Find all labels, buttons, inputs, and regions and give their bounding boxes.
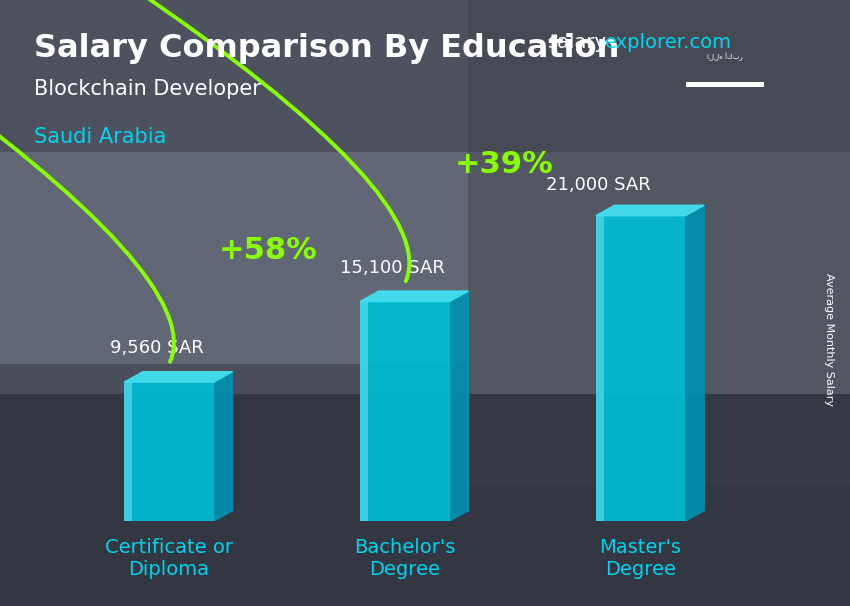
Polygon shape [213,371,233,521]
Bar [685,82,763,87]
Bar [124,382,213,521]
Polygon shape [596,205,704,216]
Text: +39%: +39% [455,150,553,179]
Text: Average Monthly Salary: Average Monthly Salary [824,273,834,406]
Text: +58%: +58% [218,236,317,265]
Bar [0,394,850,606]
Text: explorer.com: explorer.com [605,33,732,52]
Bar [360,302,368,521]
Text: 9,560 SAR: 9,560 SAR [110,339,204,357]
Polygon shape [124,371,233,382]
Bar [360,302,450,521]
Text: Salary Comparison By Education: Salary Comparison By Education [34,33,620,64]
Bar [0,0,850,152]
Polygon shape [685,205,704,521]
Text: salary: salary [548,33,607,52]
Bar [468,0,850,485]
Bar [596,216,603,521]
Bar [124,382,132,521]
Text: Saudi Arabia: Saudi Arabia [34,127,167,147]
Text: الله أكبر: الله أكبر [706,52,743,61]
Bar [596,216,685,521]
Text: 21,000 SAR: 21,000 SAR [546,176,650,194]
Polygon shape [450,291,468,521]
Text: Blockchain Developer: Blockchain Developer [34,79,261,99]
Polygon shape [360,291,468,302]
Bar [0,0,468,364]
Text: 15,100 SAR: 15,100 SAR [341,259,445,276]
